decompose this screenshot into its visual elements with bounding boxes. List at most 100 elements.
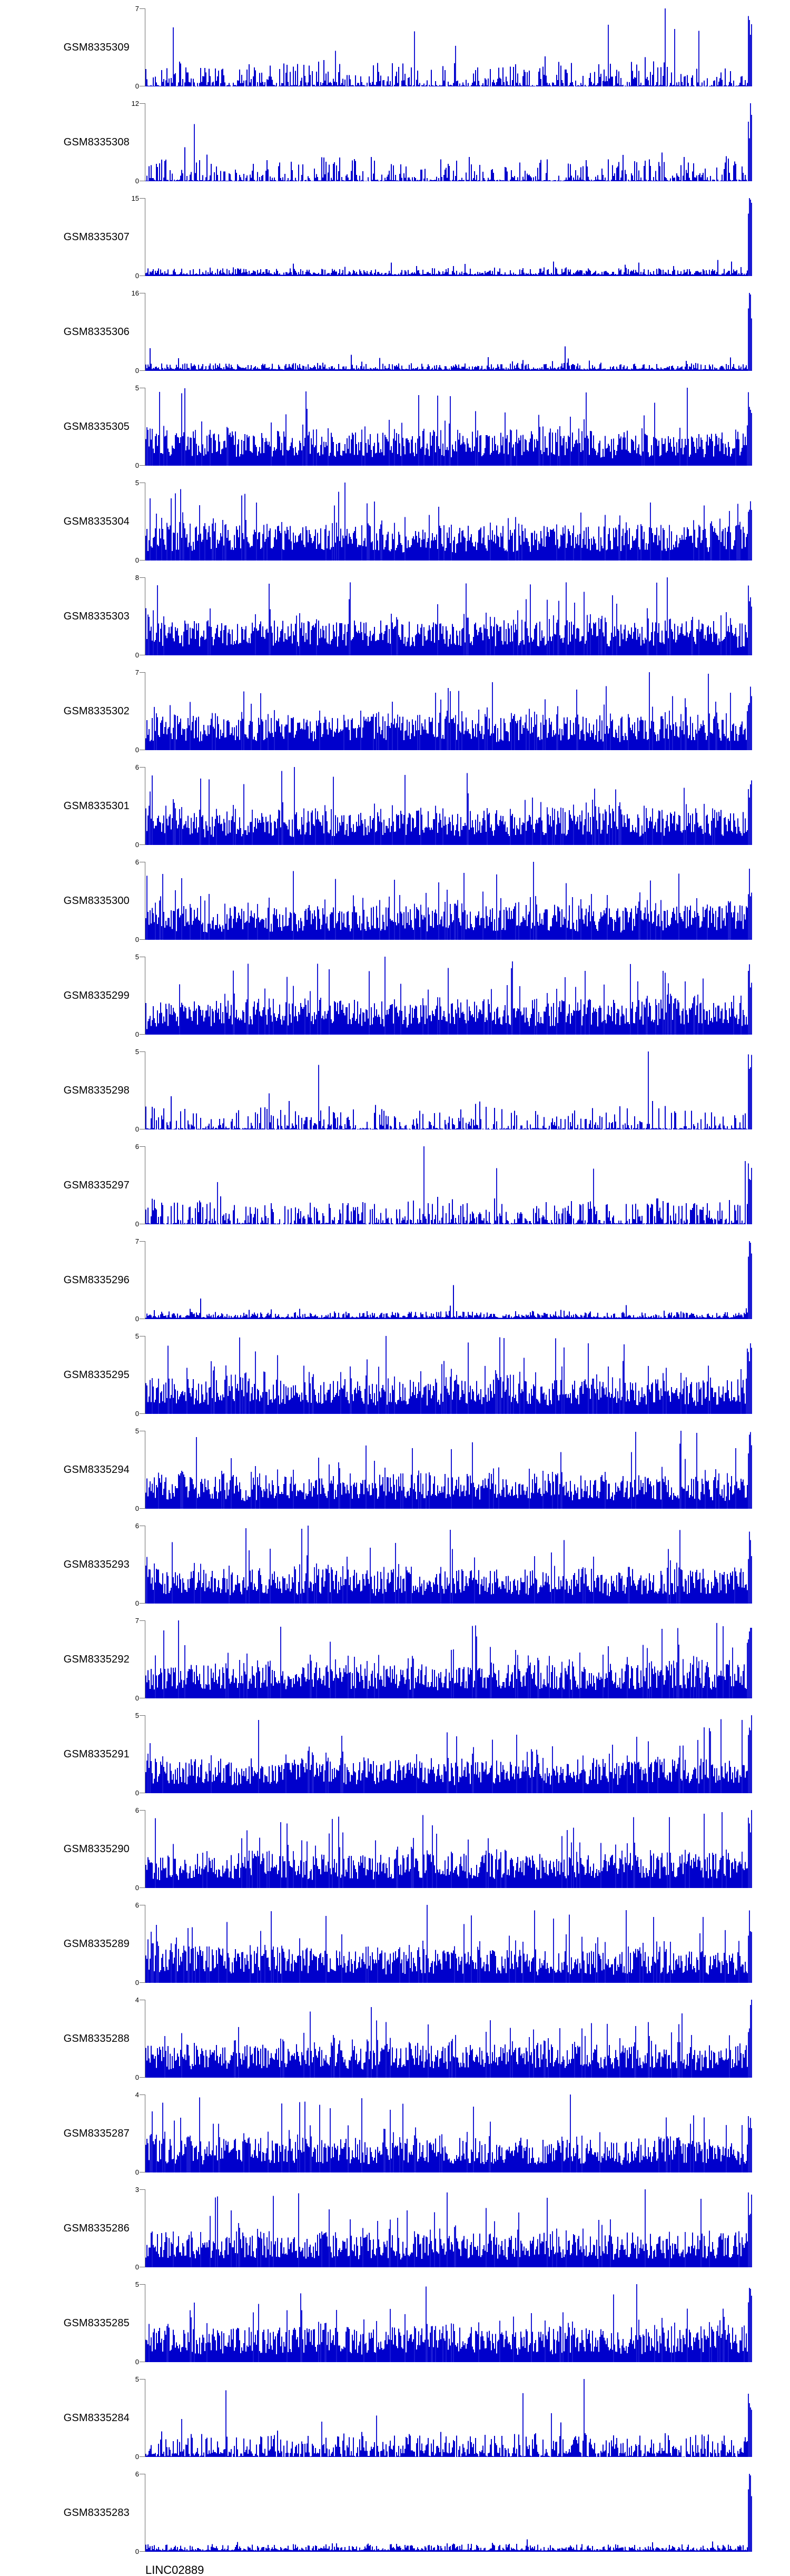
y-axis-max-label: 5 — [135, 2375, 139, 2383]
y-axis-tick-top — [140, 198, 145, 199]
y-axis-tick-top — [140, 1146, 145, 1147]
coverage-plot[interactable] — [145, 1526, 752, 1604]
track-label-GSM8335302: GSM8335302 — [63, 705, 130, 717]
coverage-plot[interactable] — [145, 2000, 752, 2078]
y-axis-max-label: 6 — [135, 2470, 139, 2478]
track-label-GSM8335308: GSM8335308 — [63, 136, 130, 148]
coverage-plot[interactable] — [145, 1810, 752, 1888]
coverage-track: GSM8335283 6 0 — [0, 2465, 790, 2560]
coverage-plot[interactable] — [145, 1051, 752, 1129]
y-axis-max-label: 6 — [135, 763, 139, 771]
y-axis-max-label: 5 — [135, 384, 139, 392]
y-axis-max-label: 6 — [135, 1901, 139, 1909]
coverage-plot[interactable] — [145, 1715, 752, 1793]
coverage-plot[interactable] — [145, 293, 752, 371]
coverage-plot[interactable] — [145, 2284, 752, 2362]
coverage-track: GSM8335307 15 0 — [0, 190, 790, 284]
y-axis-tick-bottom — [140, 1508, 145, 1509]
track-label-GSM8335303: GSM8335303 — [63, 610, 130, 622]
coverage-plot[interactable] — [145, 2095, 752, 2172]
y-axis-max-label: 12 — [131, 100, 139, 107]
y-axis-min-label: 0 — [135, 1030, 139, 1038]
gene-label: LINC02889 — [145, 2563, 204, 2576]
coverage-plot[interactable] — [145, 103, 752, 181]
y-axis-min-label: 0 — [135, 651, 139, 659]
y-axis-tick-bottom — [140, 2077, 145, 2078]
coverage-track: GSM8335306 16 0 — [0, 284, 790, 379]
y-axis-tick-bottom — [140, 1982, 145, 1983]
y-axis-min-label: 0 — [135, 177, 139, 185]
coverage-track: GSM8335292 7 0 — [0, 1612, 790, 1707]
coverage-plot[interactable] — [145, 1146, 752, 1224]
y-axis-tick-bottom — [140, 2551, 145, 2552]
coverage-plot[interactable] — [145, 2379, 752, 2457]
track-label-GSM8335306: GSM8335306 — [63, 326, 130, 338]
y-axis-max-label: 4 — [135, 2091, 139, 2099]
coverage-plot[interactable] — [145, 198, 752, 276]
coverage-plot[interactable] — [145, 862, 752, 940]
track-label-GSM8335299: GSM8335299 — [63, 989, 130, 1001]
y-axis-min-label: 0 — [135, 2453, 139, 2461]
y-axis-tick-bottom — [140, 370, 145, 371]
coverage-track: GSM8335291 5 0 — [0, 1707, 790, 1802]
track-label-GSM8335309: GSM8335309 — [63, 41, 130, 53]
coverage-plot[interactable] — [145, 1905, 752, 1983]
coverage-track: GSM8335300 6 0 — [0, 853, 790, 948]
coverage-track: GSM8335304 5 0 — [0, 474, 790, 569]
track-label-GSM8335297: GSM8335297 — [63, 1179, 130, 1191]
track-label-GSM8335283: GSM8335283 — [63, 2506, 130, 2519]
y-axis-min-label: 0 — [135, 82, 139, 90]
coverage-track: GSM8335290 6 0 — [0, 1802, 790, 1896]
y-axis-tick-bottom — [140, 1413, 145, 1414]
coverage-plot[interactable] — [145, 2189, 752, 2267]
y-axis-tick-top — [140, 577, 145, 578]
coverage-plot[interactable] — [145, 483, 752, 561]
coverage-plot[interactable] — [145, 1620, 752, 1698]
y-axis-max-label: 6 — [135, 1522, 139, 1530]
y-axis-tick-top — [140, 2284, 145, 2285]
coverage-plot[interactable] — [145, 1241, 752, 1319]
y-axis-max-label: 5 — [135, 1332, 139, 1340]
coverage-track: GSM8335301 6 0 — [0, 759, 790, 853]
y-axis: 15 0 — [130, 195, 145, 279]
y-axis-tick-top — [140, 1810, 145, 1811]
coverage-plot[interactable] — [145, 577, 752, 655]
track-label-GSM8335289: GSM8335289 — [63, 1938, 130, 1950]
y-axis-tick-top — [140, 2189, 145, 2190]
coverage-track: GSM8335303 8 0 — [0, 569, 790, 664]
coverage-plot[interactable] — [145, 767, 752, 845]
coverage-plot[interactable] — [145, 1336, 752, 1414]
y-axis-min-label: 0 — [135, 746, 139, 754]
y-axis-tick-bottom — [140, 844, 145, 845]
y-axis-min-label: 0 — [135, 1694, 139, 1702]
coverage-plot[interactable] — [145, 2474, 752, 2552]
coverage-plot[interactable] — [145, 672, 752, 750]
coverage-plot[interactable] — [145, 1431, 752, 1509]
y-axis-tick-bottom — [140, 939, 145, 940]
track-label-GSM8335294: GSM8335294 — [63, 1463, 130, 1476]
coverage-plot[interactable] — [145, 388, 752, 466]
coverage-track: GSM8335293 6 0 — [0, 1517, 790, 1612]
y-axis-tick-bottom — [140, 1603, 145, 1604]
coverage-plot[interactable] — [145, 8, 752, 86]
y-axis-tick-top — [140, 1241, 145, 1242]
coverage-track: GSM8335289 6 0 — [0, 1896, 790, 1991]
track-label-GSM8335301: GSM8335301 — [63, 800, 130, 812]
y-axis-max-label: 5 — [135, 1048, 139, 1056]
y-axis-min-label: 0 — [135, 367, 139, 375]
y-axis-max-label: 16 — [131, 289, 139, 297]
coverage-plot[interactable] — [145, 957, 752, 1035]
